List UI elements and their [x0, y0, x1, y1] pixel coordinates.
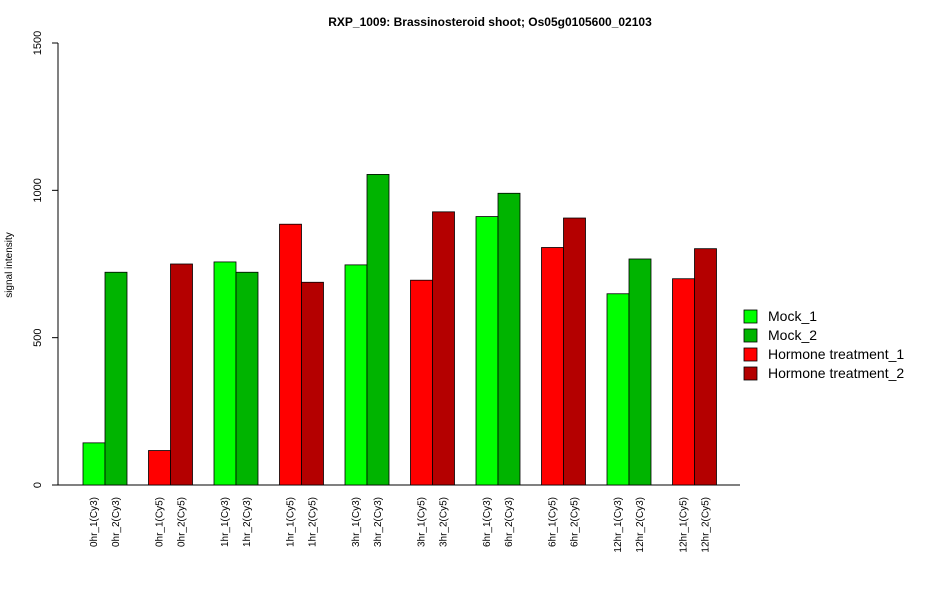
bar: [475, 216, 499, 486]
bar: [694, 248, 717, 486]
x-tick-label: 0hr_2(Cy3): [111, 497, 122, 547]
x-tick-label: 12hr_2(Cy3): [635, 497, 646, 553]
x-tick-label: 1hr_2(Cy3): [242, 497, 253, 547]
bar: [541, 247, 564, 486]
y-tick-label: 1000: [32, 178, 44, 202]
bar: [235, 271, 259, 486]
bar: [82, 442, 106, 486]
x-tick-label: 3hr_1(Cy5): [417, 497, 428, 547]
x-tick-label: 3hr_1(Cy3): [351, 497, 362, 547]
x-tick-label: 0hr_2(Cy5): [177, 497, 188, 547]
x-tick-label: 1hr_1(Cy5): [286, 497, 297, 547]
legend-label: Hormone treatment_2: [768, 365, 904, 381]
bar: [344, 264, 368, 486]
chart-title: RXP_1009: Brassinosteroid shoot; Os05g01…: [328, 15, 652, 29]
y-tick-label: 1500: [32, 31, 44, 55]
x-tick-label: 6hr_1(Cy5): [548, 497, 559, 547]
x-tick-label: 12hr_2(Cy5): [701, 497, 712, 553]
y-tick-label: 0: [32, 482, 44, 488]
x-tick-label: 6hr_2(Cy5): [570, 497, 581, 547]
bar: [170, 263, 193, 486]
legend-label: Mock_1: [768, 308, 817, 324]
bar: [606, 293, 630, 486]
bar: [432, 211, 455, 486]
bar: [104, 271, 128, 486]
bar: [628, 258, 652, 486]
bar: [410, 279, 433, 486]
x-tick-label: 1hr_2(Cy5): [308, 497, 319, 547]
legend-label: Hormone treatment_1: [768, 346, 904, 362]
x-tick-label: 0hr_1(Cy5): [155, 497, 166, 547]
legend-label: Mock_2: [768, 327, 817, 343]
bar: [672, 278, 695, 486]
legend-swatch: [743, 347, 758, 362]
bar: [213, 261, 237, 486]
x-tick-label: 12hr_1(Cy5): [679, 497, 690, 553]
x-tick-label: 3hr_2(Cy3): [373, 497, 384, 547]
y-tick-label: 500: [32, 328, 44, 346]
y-axis-label: signal intensity: [4, 232, 15, 298]
legend-swatch: [743, 328, 758, 343]
bar: [497, 192, 521, 486]
x-tick-label: 12hr_1(Cy3): [613, 497, 624, 553]
x-tick-labels: 0hr_1(Cy3) 0hr_2(Cy3) 0hr_1(Cy5) 0hr_2(Cy5)…: [89, 497, 712, 553]
x-tick-label: 0hr_1(Cy3): [89, 497, 100, 547]
bar: [366, 174, 390, 486]
legend: Mock_1 Mock_2 Hormone treatment_1 Hormone t…: [743, 308, 904, 381]
legend-swatch: [743, 309, 758, 324]
bar: [148, 450, 171, 486]
x-tick-label: 6hr_1(Cy3): [482, 497, 493, 547]
bar: [279, 223, 302, 486]
x-tick-label: 1hr_1(Cy3): [220, 497, 231, 547]
x-tick-label: 6hr_2(Cy3): [504, 497, 515, 547]
bar: [563, 217, 586, 486]
bar: [301, 281, 324, 486]
legend-swatch: [743, 366, 758, 381]
bars: [82, 174, 717, 486]
x-tick-label: 3hr_2(Cy5): [439, 497, 450, 547]
